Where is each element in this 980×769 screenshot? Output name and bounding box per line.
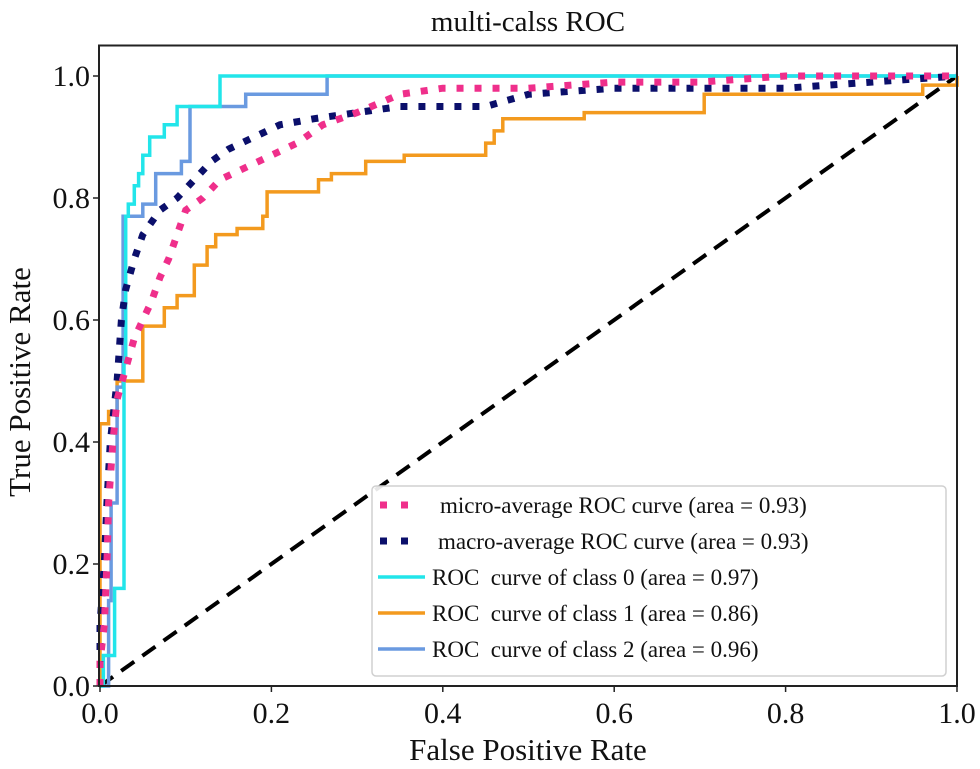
micro-average-curve [96, 72, 957, 686]
y-tick-label: 0.8 [53, 182, 91, 215]
legend-label: macro-average ROC curve (area = 0.93) [438, 529, 809, 554]
x-tick-label: 1.0 [938, 697, 976, 730]
legend-item-micro-average: micro-average ROC curve (area = 0.93) [380, 493, 807, 518]
x-axis-ticks: 0.0 0.2 0.4 0.6 0.8 1.0 [81, 686, 976, 730]
legend: micro-average ROC curve (area = 0.93) mac… [371, 485, 947, 677]
x-tick-label: 0.4 [424, 697, 462, 730]
x-tick-label: 0.2 [253, 697, 291, 730]
y-axis-ticks: 0.0 0.2 0.4 0.6 0.8 1.0 [53, 60, 100, 703]
plot-frame [98, 44, 958, 687]
x-tick-label: 0.8 [767, 697, 805, 730]
legend-label: micro-average ROC curve (area = 0.93) [440, 493, 807, 518]
class-0-curve [100, 74, 957, 688]
legend-item-class-1: ROC curve of class 1 (area = 0.86) [378, 601, 759, 626]
legend-item-class-0: ROC curve of class 0 (area = 0.97) [378, 565, 759, 590]
x-axis-title: False Positive Rate [409, 732, 647, 767]
legend-label: ROC curve of class 0 (area = 0.97) [432, 565, 759, 590]
x-tick-label: 0.6 [595, 697, 633, 730]
x-tick-label: 0.0 [81, 697, 119, 730]
chance-diagonal [98, 74, 959, 688]
legend-label: ROC curve of class 1 (area = 0.86) [432, 601, 759, 626]
y-tick-label: 0.6 [53, 304, 91, 337]
legend-item-macro-average: macro-average ROC curve (area = 0.93) [380, 529, 809, 554]
chart-title: multi-calss ROC [431, 6, 625, 38]
y-tick-label: 0.0 [53, 670, 91, 703]
y-tick-label: 0.4 [53, 426, 91, 459]
y-tick-label: 0.2 [53, 548, 91, 581]
y-tick-label: 1.0 [53, 60, 91, 93]
legend-box [371, 485, 947, 677]
class-2-curve [100, 74, 957, 688]
legend-label: ROC curve of class 2 (area = 0.96) [432, 637, 759, 662]
legend-item-class-2: ROC curve of class 2 (area = 0.96) [378, 637, 759, 662]
class-1-curve [98, 76, 959, 686]
plot-lines [96, 72, 959, 688]
y-axis-title: True Positive Rate [2, 267, 37, 497]
